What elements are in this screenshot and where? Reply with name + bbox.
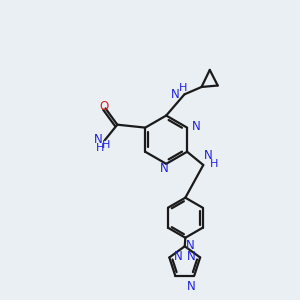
Text: N: N — [160, 162, 168, 175]
Text: N: N — [186, 239, 194, 253]
Text: H: H — [179, 83, 188, 94]
Text: N: N — [204, 149, 213, 162]
Text: N: N — [187, 250, 196, 263]
Text: H: H — [95, 143, 104, 153]
Text: H: H — [102, 140, 110, 150]
Text: N: N — [94, 133, 103, 146]
Text: O: O — [99, 100, 109, 112]
Text: H: H — [210, 159, 218, 169]
Text: N: N — [170, 88, 179, 101]
Text: N: N — [187, 280, 196, 293]
Text: N: N — [192, 120, 201, 133]
Text: N: N — [173, 250, 182, 263]
